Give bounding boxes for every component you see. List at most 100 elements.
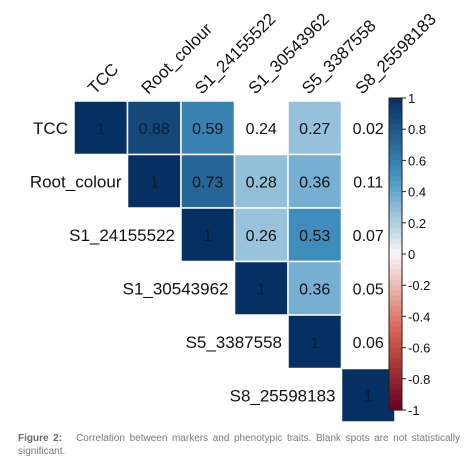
heatmap-cell <box>287 100 343 156</box>
colorbar-segment <box>389 191 402 198</box>
cell-value-label: 0.02 <box>353 121 384 138</box>
cell-value-label: 0.59 <box>192 121 223 138</box>
colorbar-segment <box>389 181 402 187</box>
column-label: TCC <box>84 60 122 98</box>
colorbar-segment <box>389 404 402 411</box>
figure-caption: Figure 2: Correlation between markers and… <box>18 432 460 458</box>
row-label: Root_colour <box>30 172 122 191</box>
colorbar-segment <box>389 269 402 276</box>
heatmap-cell <box>180 153 236 209</box>
cell-value-label: 0.05 <box>353 281 384 298</box>
colorbar-segment <box>389 196 402 203</box>
colorbar-tick-label: 0.2 <box>408 216 426 231</box>
colorbar-tick-label: 0.6 <box>408 153 426 168</box>
colorbar-segment <box>389 321 402 328</box>
heatmap-cell <box>233 260 289 316</box>
cell-value-label: 0.27 <box>299 121 330 138</box>
caption-label: Figure 2: <box>18 433 63 444</box>
colorbar-segment <box>389 103 402 109</box>
colorbar-segment <box>389 337 402 343</box>
cell-value-label: 0.28 <box>246 174 277 191</box>
cell-value-label: 0.11 <box>353 174 383 191</box>
colorbar-segment <box>389 212 402 219</box>
colorbar-segment <box>389 311 402 317</box>
heatmap-cell <box>287 207 343 263</box>
colorbar-tick-label: -0.8 <box>408 372 430 387</box>
colorbar-segment <box>389 399 402 406</box>
colorbar-segment <box>389 358 402 364</box>
colorbar-tick-label: 1 <box>408 91 415 106</box>
colorbar-segment <box>389 98 402 104</box>
row-label: TCC <box>33 119 68 138</box>
colorbar-segment <box>389 176 402 182</box>
correlation-heatmap: 1 0.88 0.59 0.24 0.27 0.02 1 0.73 0.28 0.36 0.11 1 0… <box>30 10 440 423</box>
cell-value-label: 1 <box>96 121 105 138</box>
colorbar-segment <box>389 285 402 291</box>
heatmap-cell <box>287 314 343 370</box>
cell-value-label: 0.24 <box>246 121 277 138</box>
row-label: S5_3387558 <box>186 333 282 352</box>
heatmap-cell <box>73 100 129 156</box>
cell-value-label: 0.53 <box>299 228 330 245</box>
colorbar-segment <box>389 290 402 297</box>
colorbar-segment <box>389 222 402 229</box>
colorbar-segment <box>389 165 402 172</box>
colorbar-tick-label: 0 <box>408 247 415 262</box>
colorbar-segment <box>389 342 402 349</box>
colorbar-segment <box>389 306 402 312</box>
colorbar-segment <box>389 108 402 115</box>
colorbar-segment <box>389 394 402 401</box>
colorbar-segment <box>389 384 402 390</box>
cell-value-label: 0.07 <box>353 228 384 245</box>
colorbar-segment <box>389 160 402 167</box>
cell-value-label: 0.26 <box>246 228 277 245</box>
colorbar-segment <box>389 347 402 354</box>
colorbar-segment <box>389 238 402 245</box>
cell-value-label: 0.36 <box>299 174 330 191</box>
row-label: S1_24155522 <box>69 226 175 245</box>
colorbar-segment <box>389 124 402 130</box>
heatmap-cell <box>287 153 343 209</box>
colorbar-segment <box>389 134 402 141</box>
colorbar-segment <box>389 316 402 323</box>
colorbar-segment <box>389 274 402 281</box>
row-label: S8_25598183 <box>230 386 336 405</box>
colorbar-segment <box>389 300 402 307</box>
colorbar-segment <box>389 248 402 255</box>
colorbar-tick-label: 0.8 <box>408 122 426 137</box>
colorbar-segment <box>389 186 402 193</box>
caption-text: Correlation between markers and phenotyp… <box>18 433 461 457</box>
colorbar-segment <box>389 150 402 156</box>
colorbar-segment <box>389 363 402 369</box>
colorbar-segment <box>389 207 402 213</box>
colorbar-segment <box>389 155 402 161</box>
cell-value-label: 0.36 <box>299 281 330 298</box>
cell-value-label: 1 <box>203 228 212 245</box>
colorbar-segment <box>389 139 402 146</box>
colorbar-segment <box>389 264 402 271</box>
colorbar-tick-label: -0.6 <box>408 341 430 356</box>
heatmap-cell <box>126 100 182 156</box>
colorbar-tick-label: -0.2 <box>408 278 430 293</box>
colorbar-segment <box>389 326 402 333</box>
heatmap-cell <box>126 153 182 209</box>
colorbar-segment <box>389 389 402 395</box>
cell-value-label: 1 <box>364 388 373 405</box>
cell-value-label: 0.06 <box>353 335 384 352</box>
colorbar-tick-label: 0.4 <box>408 185 426 200</box>
colorbar-segment <box>389 295 402 302</box>
colorbar-segment <box>389 254 402 260</box>
colorbar-segment <box>389 280 402 286</box>
colorbar-segment <box>389 259 402 265</box>
colorbar-segment <box>389 368 402 375</box>
colorbar-tick-label: -0.4 <box>408 309 430 324</box>
heatmap-cell <box>180 207 236 263</box>
colorbar-segment <box>389 373 402 380</box>
colorbar-segment <box>389 202 402 208</box>
colorbar-segment <box>389 332 402 338</box>
colorbar-segment <box>389 228 402 234</box>
colorbar-segment <box>389 233 402 239</box>
cell-value-label: 1 <box>150 174 159 191</box>
colorbar-segment <box>389 243 402 250</box>
cell-value-label: 0.88 <box>139 121 170 138</box>
